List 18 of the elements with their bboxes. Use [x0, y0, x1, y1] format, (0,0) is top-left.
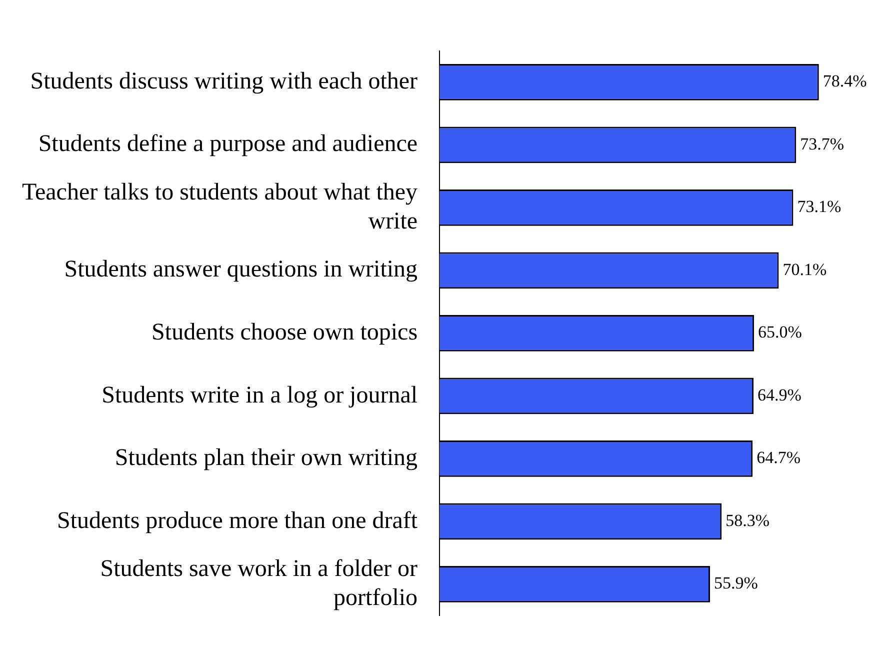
data-label: 78.4%	[822, 72, 867, 91]
data-label: 70.1%	[782, 260, 827, 279]
data-label: 73.1%	[797, 197, 842, 216]
data-label: 73.7%	[800, 134, 844, 154]
y-tick-label: Students define a purpose and audience	[38, 131, 418, 158]
y-tick-label: Students answer questions in writing	[64, 256, 418, 283]
y-tick-label: Students save work in a folder or portfolio	[100, 556, 418, 611]
data-label: 65.0%	[758, 322, 802, 342]
y-tick-label: Students plan their own writing	[114, 445, 418, 472]
data-label: 58.3%	[726, 510, 770, 530]
data-label: 64.9%	[758, 385, 802, 404]
data-label: 64.7%	[756, 448, 801, 468]
y-tick-label: Teacher talks to students about what they write	[22, 180, 418, 234]
y-tick-label: Students write in a log or journal	[102, 382, 418, 408]
data-label: 55.9%	[714, 574, 758, 593]
y-tick-label: Students discuss writing with each other	[30, 68, 418, 94]
y-tick-label: Students choose own topics	[152, 319, 418, 346]
y-tick-label: Students produce more than one draft	[56, 508, 418, 534]
